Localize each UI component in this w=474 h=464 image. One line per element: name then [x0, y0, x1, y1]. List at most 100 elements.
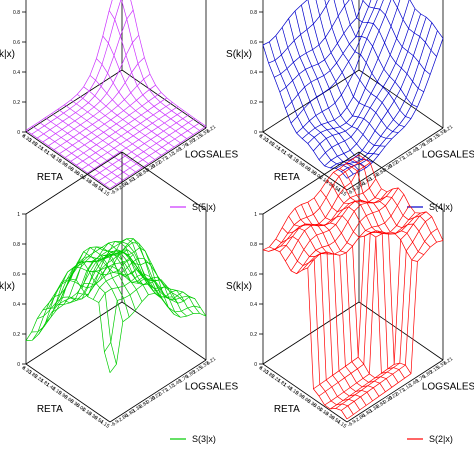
logsales-tick-label: 2.15 — [429, 365, 441, 376]
reta-tick-label: 6 — [258, 133, 264, 140]
reta-tick-label: 0.66 — [63, 394, 75, 405]
surface-mesh — [262, 0, 444, 179]
legend-label: S(2|x) — [429, 434, 453, 444]
reta-tick-label: -0.36 — [86, 178, 99, 190]
surface-line-logsales — [351, 0, 424, 93]
surface-line-logsales — [307, 202, 393, 388]
reta-tick-label: 1.15 — [51, 386, 63, 397]
surface-line-reta — [81, 106, 179, 170]
z-tick-label: 0.4 — [13, 302, 20, 308]
surface-line-reta — [346, 240, 444, 420]
box-edge-4 — [262, 151, 360, 215]
reta-tick-label: 0.36 — [69, 398, 81, 409]
z-axis-label: S(k|x) — [226, 281, 252, 292]
logsales-axis-label: LOGSALES — [422, 150, 474, 161]
surface-line-reta — [330, 211, 427, 410]
z-tick-label: 0.8 — [13, 10, 20, 16]
surface-line-reta — [307, 0, 401, 144]
z-tick-label: 1 — [17, 212, 20, 218]
box-edge-7 — [358, 301, 444, 361]
logsales-tick-label: 1.85 — [185, 369, 197, 380]
box-edge-6 — [25, 69, 123, 133]
reta-axis-label: RETA — [274, 172, 300, 183]
surface-line-logsales — [275, 35, 361, 172]
reta-tick-label: 1.81 — [39, 146, 51, 157]
surface-line-reta — [341, 30, 438, 172]
logsales-tick-label: -1.83 — [123, 408, 136, 420]
reta-tick-label: -0.36 — [323, 410, 336, 422]
reta-tick-label: 0.36 — [306, 166, 318, 177]
logsales-axis-label: LOGSALES — [422, 382, 474, 393]
surface-line-logsales — [333, 172, 418, 262]
reta-tick-label: -0.01 — [74, 402, 87, 414]
logsales-tick-label: 0.22 — [388, 391, 400, 402]
surface-line-reta — [98, 118, 195, 181]
surface-line-reta — [318, 8, 416, 160]
logsales-tick-label: 1.76 — [415, 142, 427, 153]
surface-line-reta — [335, 22, 433, 169]
surface-line-reta — [59, 84, 156, 154]
reta-tick-label: 1.15 — [288, 386, 300, 397]
logsales-tick-label: -1.83 — [123, 176, 136, 188]
box-edge-8 — [25, 363, 111, 423]
surface-line-logsales — [288, 216, 373, 402]
surface-line-reta — [301, 187, 399, 271]
z-tick-label: 0.4 — [13, 70, 20, 76]
surface-line-reta — [279, 178, 377, 253]
chart-panel-1: 00.20.40.60.81S(k|x)64.333.852.241.811.4… — [0, 0, 239, 212]
surface-line-logsales — [307, 0, 392, 140]
box-edge-5 — [121, 151, 207, 211]
reta-tick-label: -0.54 — [329, 414, 342, 426]
reta-tick-label: 1.48 — [282, 150, 294, 161]
surface-line-reta — [98, 273, 195, 303]
reta-tick-label: 1.81 — [39, 378, 51, 389]
logsales-tick-label: 2.15 — [429, 133, 441, 144]
logsales-tick-label: -2.86 — [117, 413, 130, 425]
reta-axis-label: RETA — [37, 172, 63, 183]
box-edge-7 — [121, 301, 207, 361]
chart-panel-4: 00.20.40.60.81S(k|x)64.333.852.241.811.4… — [226, 151, 474, 444]
surface-line-logsales — [324, 0, 405, 128]
surface-line-logsales — [275, 235, 361, 411]
reta-tick-label: 6 — [258, 365, 264, 372]
surface-line-reta — [274, 162, 371, 250]
box-edge-9 — [346, 359, 444, 423]
surface-line-logsales — [70, 99, 156, 160]
surface-line-logsales — [102, 35, 188, 139]
z-tick-label: 0.4 — [250, 302, 257, 308]
z-tick-label: 0.8 — [250, 10, 257, 16]
reta-tick-label: -0.01 — [311, 170, 324, 182]
box-edge-9 — [109, 127, 207, 191]
logsales-tick-label: -2.86 — [117, 181, 130, 193]
box-edge-8 — [25, 131, 111, 191]
reta-tick-label: -0.36 — [323, 178, 336, 190]
surface-line-reta — [76, 102, 173, 166]
box-edge-8 — [262, 131, 348, 191]
surface-line-logsales — [301, 204, 386, 392]
z-tick-label: 0.6 — [13, 272, 20, 278]
z-tick-label: 0.2 — [250, 332, 257, 338]
reta-tick-label: 0.96 — [57, 390, 69, 401]
logsales-tick-label: -0.81 — [137, 167, 150, 179]
surface-line-reta — [279, 0, 364, 93]
reta-tick-label: -1.15 — [335, 418, 348, 430]
surface-line-logsales — [96, 58, 181, 144]
reta-tick-label: -0.36 — [86, 410, 99, 422]
reta-tick-label: 6 — [21, 365, 27, 372]
z-tick-label: 1 — [254, 212, 257, 218]
logsales-tick-label: 5.33 — [199, 128, 211, 139]
surface-line-logsales — [392, 0, 437, 57]
surface-line-reta — [87, 110, 184, 174]
logsales-tick-label: -0.29 — [381, 163, 394, 175]
logsales-tick-label: -1.83 — [360, 408, 373, 420]
surface-line-logsales — [281, 27, 367, 168]
surface-line-reta — [290, 0, 378, 124]
reta-tick-label: 2.24 — [33, 374, 45, 385]
logsales-tick-label: 2.15 — [192, 365, 204, 376]
logsales-tick-label: -6.9 — [347, 187, 358, 197]
surface-line-reta — [313, 0, 410, 152]
logsales-tick-label: -1.83 — [360, 176, 373, 188]
reta-tick-label: 2.24 — [33, 142, 45, 153]
reta-tick-label: 0.36 — [306, 398, 318, 409]
reta-tick-label: 0.96 — [294, 158, 306, 169]
